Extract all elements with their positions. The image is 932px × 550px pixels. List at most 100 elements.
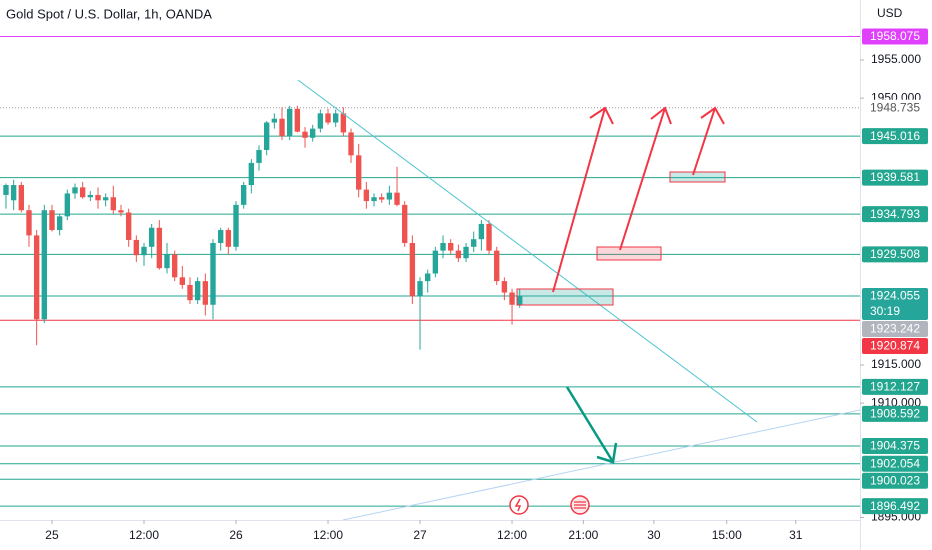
event-icon[interactable] [509,495,529,515]
candle-body [363,189,370,202]
candle-body [402,204,408,244]
price-label-box [862,206,928,223]
candle-body [118,210,124,213]
candle-body [471,239,477,247]
price-label-box [862,169,928,186]
candle-body [425,273,431,282]
candle-body [49,210,55,231]
price-label-box [862,246,928,263]
candle-body [517,295,523,305]
price-label: 1920.874 [870,339,920,353]
candle-body [225,230,232,247]
candle-body [56,216,63,231]
candle-body [432,250,439,274]
x-tick-label: 12:00 [313,528,343,542]
price-label: 1924.055 [870,289,920,303]
price-labels: 1958.075 1948.735 1945.016 1939.581 1934.793… [862,28,928,515]
price-label: 1900.023 [870,473,920,487]
price-label: 1945.016 [870,129,920,143]
chart-title: Gold Spot / U.S. Dollar, 1h, OANDA [6,6,212,21]
candle-body [348,132,354,156]
price-label: 1934.793 [870,207,920,221]
candle-body [26,210,32,236]
candle-body [448,243,454,251]
y-tick-label: 1955.000 [871,52,921,66]
price-label-box [862,405,928,422]
price-label-box [862,472,928,489]
price-label: 1939.581 [870,170,920,184]
candle-body [148,227,155,247]
candle-body [440,243,446,251]
x-tick-label: 31 [789,528,803,542]
candle-body [187,284,193,301]
candle-body [202,281,209,305]
x-tick-label: 26 [229,528,243,542]
trend-line [297,79,758,423]
arrows-up [552,106,725,293]
candle-body [317,113,324,129]
price-label-box [862,438,928,455]
candle-body [279,118,285,137]
candle-body [248,162,255,186]
x-tick-label: 25 [45,528,59,542]
price-label-box [862,337,928,354]
candle-body [210,243,216,305]
candle-body [501,281,508,293]
candle-body [95,194,101,201]
currency-label: USD [877,6,903,20]
candle-body [310,128,316,138]
axes: 1955.0001950.0001915.0001910.0001895.000… [45,52,921,542]
price-label: 1904.375 [870,439,920,453]
y-tick-label: 1910.000 [871,395,921,409]
zone-box [669,171,726,183]
arrow [552,106,614,293]
zone-box [596,246,662,261]
drawings [297,79,861,521]
price-label-box [862,28,928,45]
x-tick-label: 21:00 [568,528,598,542]
candle-body [371,197,377,202]
candle-body [455,250,462,259]
price-label-box [862,128,928,145]
candle-body [87,194,94,198]
price-label-box [862,498,928,515]
candle-body [171,254,178,278]
candle-body [294,108,301,132]
candle-body [194,281,201,301]
candle-body [240,185,247,205]
arrow-down [565,386,618,464]
time-axis-bg [0,520,860,550]
candle-body [3,185,9,195]
price-label-box [862,287,928,320]
price-label: 1902.054 [870,456,920,470]
zone-box [516,288,614,306]
x-tick-label: 15:00 [712,528,742,542]
candle-body [233,204,239,247]
event-icon-glyph [574,501,586,509]
x-tick-label: 27 [413,528,427,542]
candle-body [417,281,423,297]
candle-body [286,108,293,137]
candle-body [125,212,132,240]
candle-body [10,185,17,201]
price-label: 1923.242 [870,322,920,336]
candle-body [133,239,140,256]
candle-body [141,246,147,256]
candles [3,105,523,350]
price-label: 1929.508 [870,247,920,261]
price-label-box [862,320,928,337]
candle-body [463,246,469,259]
candle-body [110,197,117,211]
trend-line [342,409,861,521]
candle-body [302,131,308,138]
candle-body [386,192,393,200]
x-tick-label: 12:00 [497,528,527,542]
price-label: 1908.592 [870,407,920,421]
candle-body [271,118,278,123]
y-tick-label: 1915.000 [871,357,921,371]
candle-body [333,113,339,123]
candle-body [394,192,400,205]
event-icon-glyph [514,498,522,512]
